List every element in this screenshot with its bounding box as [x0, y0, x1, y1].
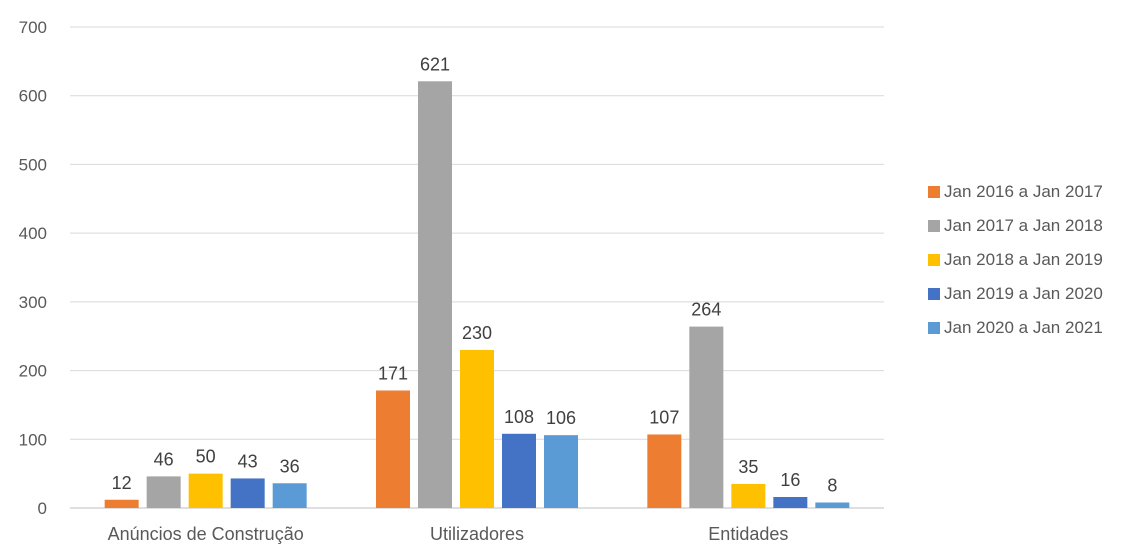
- bar-2-4: [502, 433, 536, 508]
- legend-label: Jan 2020 a Jan 2021: [944, 318, 1103, 337]
- data-label: 106: [546, 408, 576, 428]
- data-label: 264: [691, 300, 721, 320]
- bars: [104, 81, 850, 508]
- data-label: 36: [280, 456, 300, 476]
- bar-3-2: [689, 326, 724, 508]
- y-axis-tick-labels: 0 100 200 300 400 500 600 700: [19, 18, 47, 518]
- data-label: 107: [649, 407, 679, 427]
- legend-swatch: [928, 186, 940, 198]
- legend-label: Jan 2017 a Jan 2018: [944, 216, 1103, 235]
- data-label: 12: [112, 473, 132, 493]
- y-tick-label: 700: [19, 18, 47, 37]
- y-tick-label: 500: [19, 155, 47, 174]
- data-label: 50: [196, 447, 216, 467]
- data-label: 171: [378, 363, 408, 383]
- legend-label: Jan 2018 a Jan 2019: [944, 250, 1103, 269]
- data-label: 35: [738, 457, 758, 477]
- bar-3-4: [773, 497, 808, 508]
- data-label: 46: [154, 449, 174, 469]
- y-tick-label: 200: [19, 362, 47, 381]
- data-label: 8: [827, 476, 837, 496]
- bar-1-1: [104, 499, 139, 508]
- bar-1-3: [188, 473, 223, 508]
- legend-item: Jan 2016 a Jan 2017: [928, 180, 1103, 204]
- legend-swatch: [928, 322, 940, 334]
- legend: Jan 2016 a Jan 2017 Jan 2017 a Jan 2018 Ja…: [928, 180, 1103, 350]
- bar-1-2: [146, 476, 181, 508]
- data-label: 621: [420, 54, 450, 74]
- legend-label: Jan 2016 a Jan 2017: [944, 182, 1103, 201]
- bar-2-5: [544, 435, 578, 508]
- category-label: Anúncios de Construção: [108, 524, 304, 544]
- legend-swatch: [928, 220, 940, 232]
- bar-3-5: [815, 502, 850, 508]
- legend-swatch: [928, 288, 940, 300]
- legend-item: Jan 2017 a Jan 2018: [928, 214, 1103, 238]
- data-label: 43: [238, 451, 258, 471]
- data-label: 108: [504, 407, 534, 427]
- bar-1-4: [230, 478, 265, 508]
- y-tick-label: 600: [19, 87, 47, 106]
- legend-item: Jan 2020 a Jan 2021: [928, 316, 1103, 340]
- data-label: 230: [462, 323, 492, 343]
- legend-item: Jan 2018 a Jan 2019: [928, 248, 1103, 272]
- legend-label: Jan 2019 a Jan 2020: [944, 284, 1103, 303]
- category-labels: Anúncios de Construção Utilizadores Entida…: [108, 524, 789, 544]
- y-tick-label: 100: [19, 430, 47, 449]
- bar-3-3: [731, 483, 766, 508]
- bar-2-2: [418, 81, 452, 508]
- bar-1-5: [272, 483, 307, 508]
- legend-item: Jan 2019 a Jan 2020: [928, 282, 1103, 306]
- category-label: Utilizadores: [430, 524, 524, 544]
- category-label: Entidades: [708, 524, 788, 544]
- y-tick-label: 300: [19, 293, 47, 312]
- bar-chart: 0 100 200 300 400 500 600 700 12 46 50 43 36 171 621 2…: [19, 18, 884, 544]
- bar-2-3: [460, 349, 494, 508]
- y-tick-label: 400: [19, 224, 47, 243]
- legend-swatch: [928, 254, 940, 266]
- bar-2-1: [376, 390, 410, 508]
- data-labels: 12 46 50 43 36 171 621 230 108 106 107 264 35 16 8: [112, 54, 838, 495]
- y-tick-label: 0: [38, 499, 47, 518]
- data-label: 16: [780, 470, 800, 490]
- bar-3-1: [647, 434, 682, 508]
